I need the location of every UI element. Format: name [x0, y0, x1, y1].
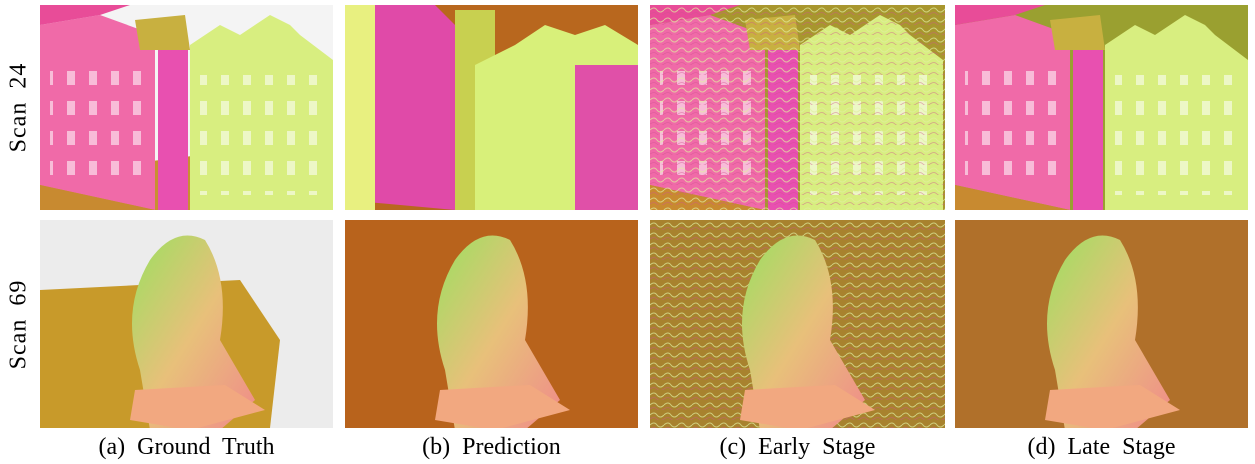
figure: Scan 24 Scan 69 (a) Ground Truth (b) Pre…	[0, 0, 1255, 464]
image-gt-scan69	[40, 220, 333, 428]
caption: (c) Early Stage	[650, 430, 945, 464]
caption: (b) Prediction	[345, 430, 638, 464]
caption: (d) Late Stage	[955, 430, 1248, 464]
image-late-scan24	[955, 5, 1248, 210]
row-label-text: Scan 69	[6, 279, 33, 369]
row-label: Scan 24	[0, 5, 38, 210]
caption: (a) Ground Truth	[40, 430, 333, 464]
image-pred-scan24	[345, 5, 638, 210]
image-gt-scan24	[40, 5, 333, 210]
image-early-scan24	[650, 5, 945, 210]
row-label: Scan 69	[0, 220, 38, 428]
image-pred-scan69	[345, 220, 638, 428]
row-label-text: Scan 24	[6, 63, 33, 153]
image-late-scan69	[955, 220, 1248, 428]
image-early-scan69	[650, 220, 945, 428]
